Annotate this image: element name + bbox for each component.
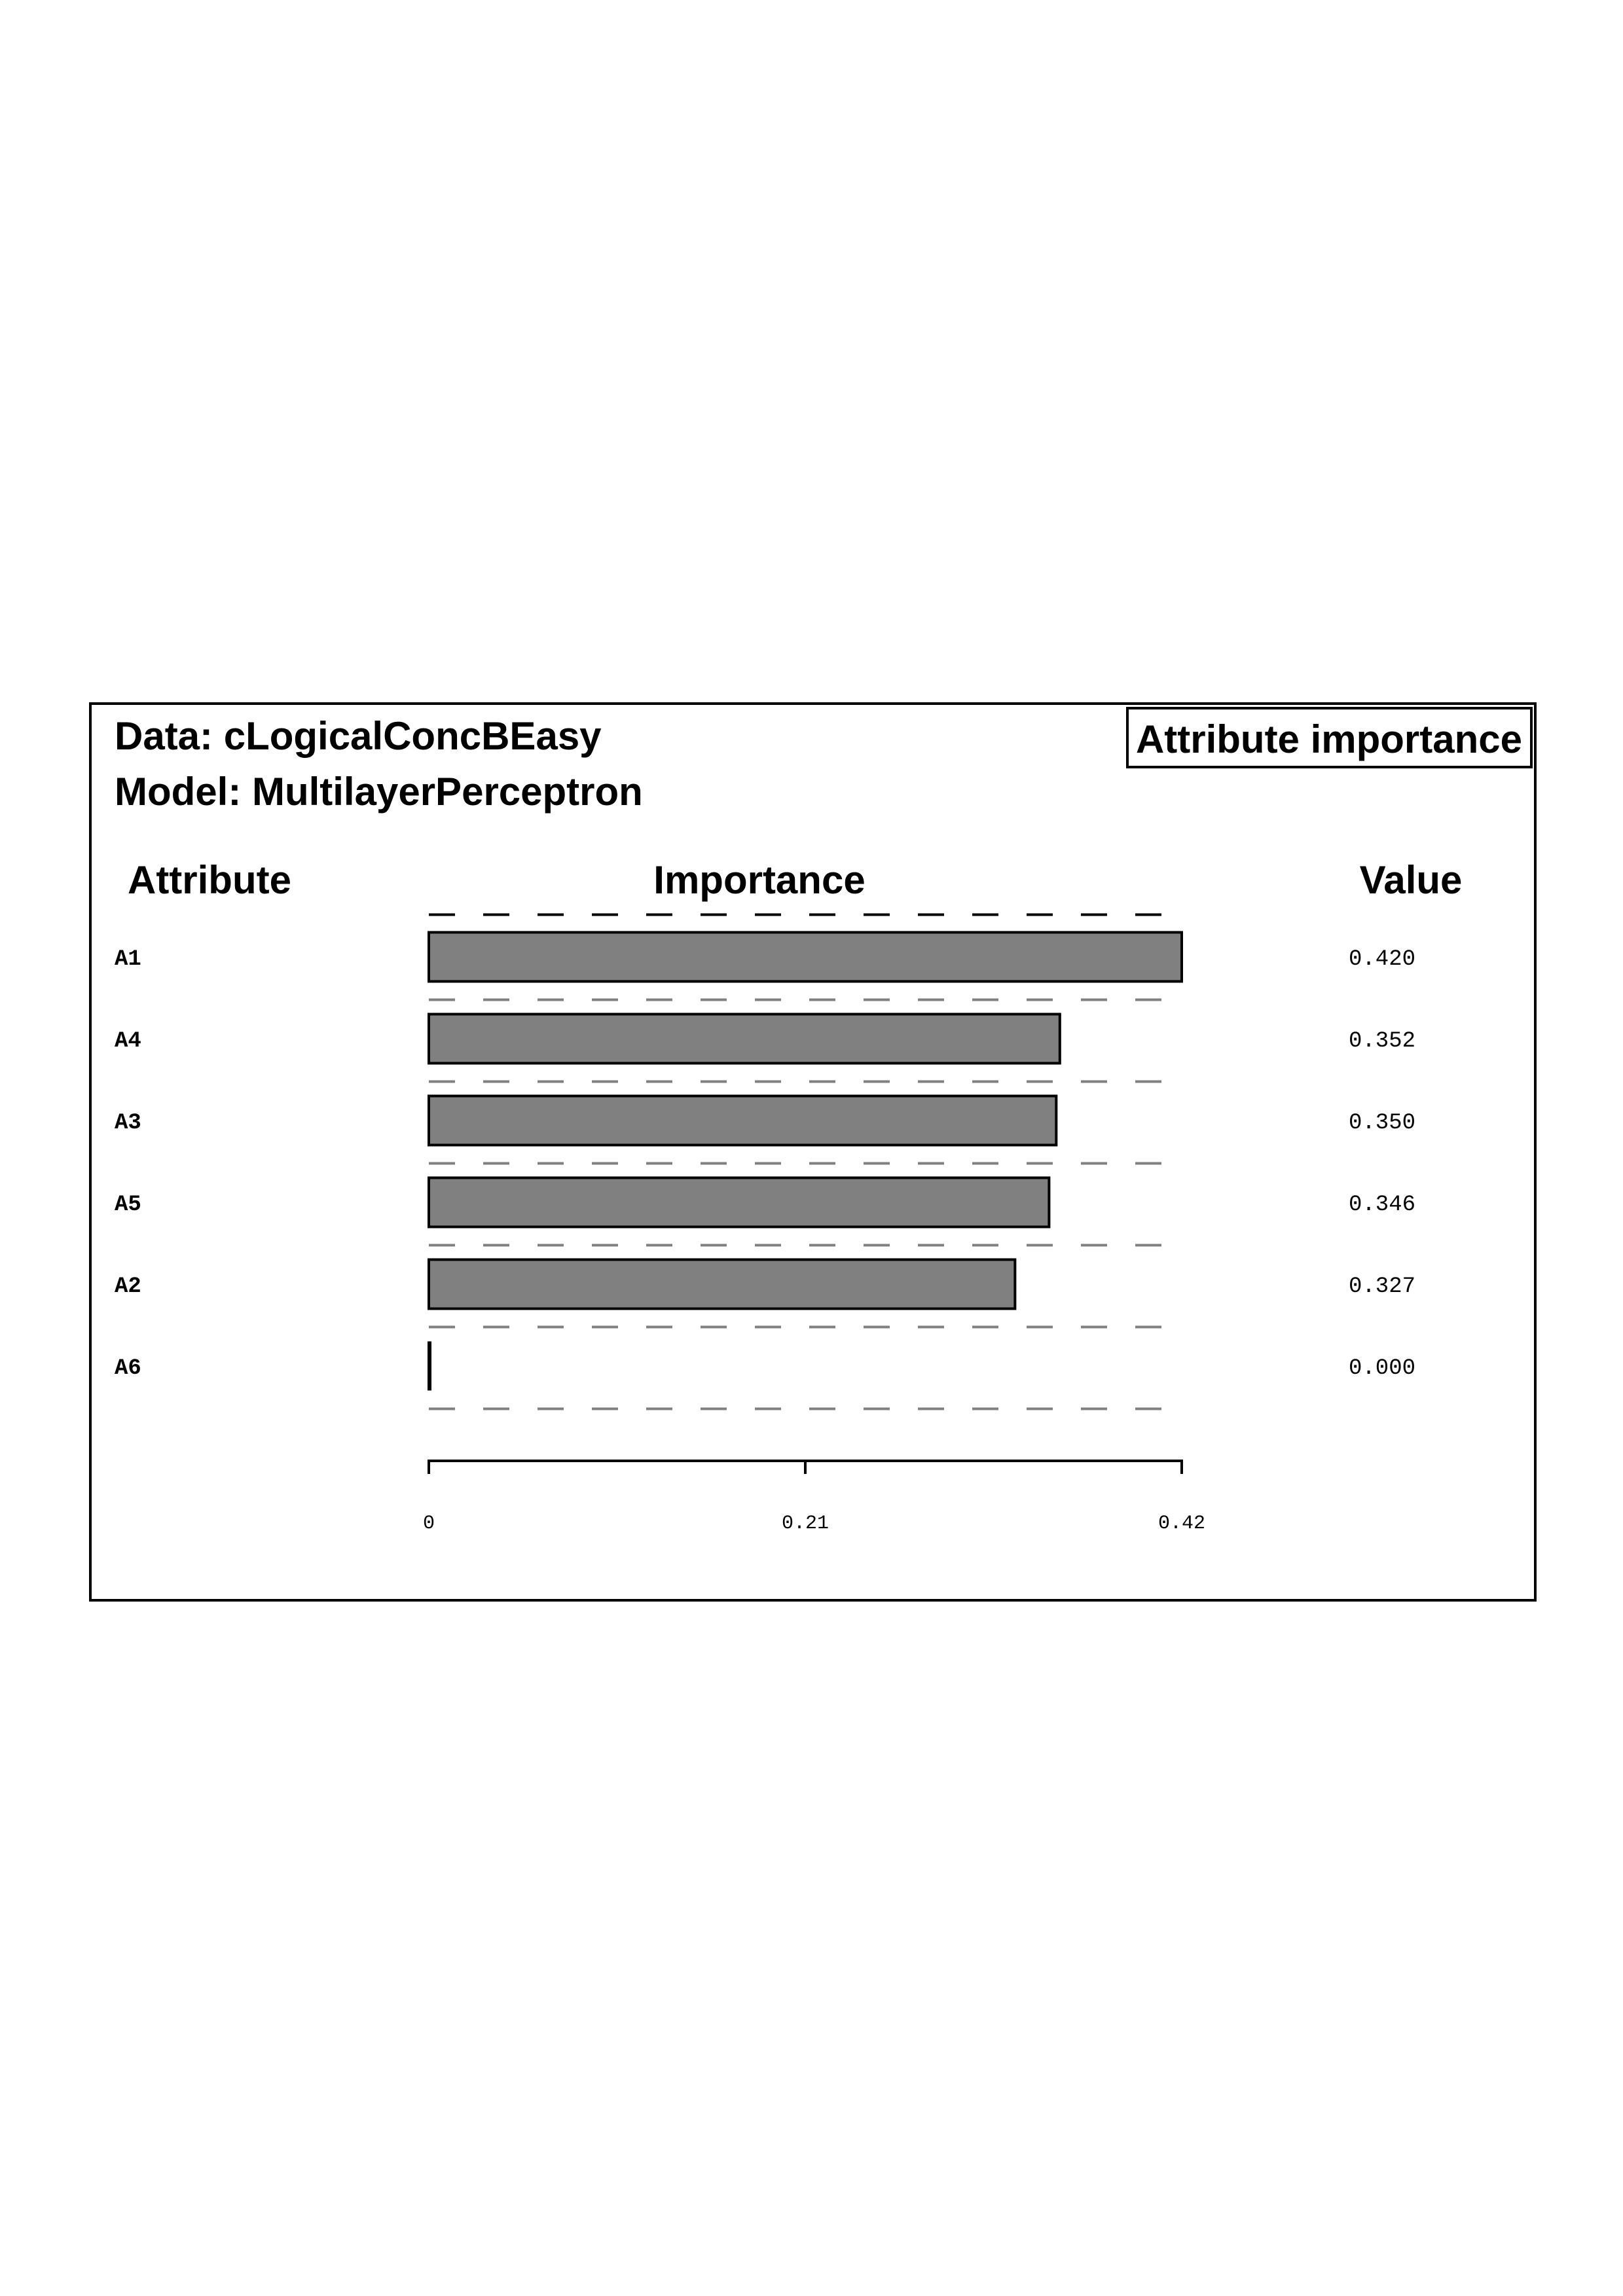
bar — [428, 1176, 1051, 1229]
bar — [428, 1341, 431, 1391]
x-axis: 0 0.21 0.42 — [423, 1460, 1205, 1535]
bar — [428, 931, 1183, 983]
category-label: A6 — [115, 1356, 141, 1381]
category-label: A4 — [115, 1029, 141, 1054]
chart-frame — [89, 702, 1537, 1602]
data-label: Data: cLogicalConcBEasy — [115, 714, 602, 758]
x-tick-label: 0 — [423, 1513, 435, 1535]
category-label: A1 — [115, 947, 141, 972]
attribute-header: Attribute — [128, 858, 291, 902]
bar — [428, 1013, 1061, 1065]
bar — [428, 1094, 1058, 1147]
value-label: 0.352 — [1349, 1029, 1415, 1054]
category-label: A3 — [115, 1111, 141, 1136]
grid-lines — [429, 913, 1169, 1410]
value-header: Value — [1360, 858, 1463, 902]
value-label: 0.000 — [1349, 1356, 1415, 1381]
category-label: A5 — [115, 1193, 141, 1217]
badge-box — [1126, 707, 1533, 768]
badge-label: Attribute importance — [1136, 717, 1522, 761]
bars — [428, 931, 1183, 1391]
value-label: 0.346 — [1349, 1193, 1415, 1217]
value-label: 0.420 — [1349, 947, 1415, 972]
value-label: 0.350 — [1349, 1111, 1415, 1136]
bar — [428, 1258, 1017, 1310]
value-label: 0.327 — [1349, 1274, 1415, 1299]
x-tick-label: 0.42 — [1158, 1513, 1205, 1535]
x-tick-label: 0.21 — [782, 1513, 829, 1535]
category-label: A2 — [115, 1274, 141, 1299]
model-label: Model: MultilayerPerceptron — [115, 770, 643, 814]
row-labels: A1 0.420 A4 0.352 A3 0.350 A5 0.346 A2 0.327 A6 0.0… — [115, 947, 1415, 1381]
importance-header: Importance — [653, 858, 865, 902]
